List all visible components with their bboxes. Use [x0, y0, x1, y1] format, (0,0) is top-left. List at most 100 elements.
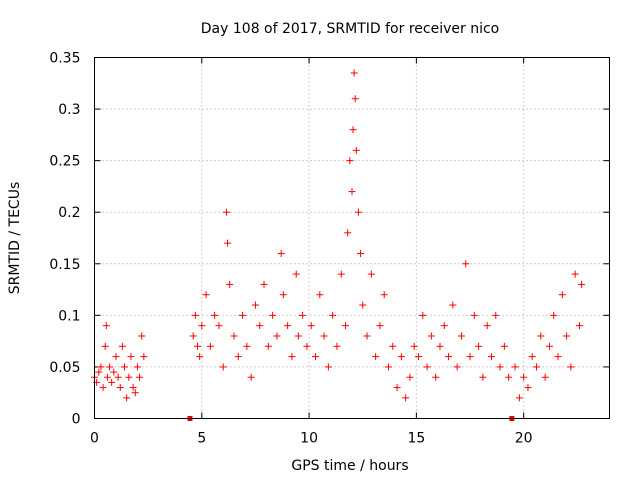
data-point: [196, 353, 204, 361]
data-point: [136, 373, 144, 381]
x-tick-label: 15: [407, 431, 425, 447]
y-tick-label: 0.15: [49, 257, 80, 273]
data-point: [320, 332, 328, 340]
data-point: [528, 353, 536, 361]
data-point: [125, 373, 133, 381]
data-point: [97, 363, 105, 371]
data-point: [333, 342, 341, 350]
data-point: [106, 363, 114, 371]
data-point: [273, 332, 281, 340]
data-point: [234, 353, 242, 361]
data-point: [492, 311, 500, 319]
data-point: [279, 291, 287, 299]
data-point: [567, 363, 575, 371]
data-point: [479, 373, 487, 381]
data-point: [410, 342, 418, 350]
axis-ticks: [94, 57, 610, 419]
x-tick-label: 0: [90, 431, 99, 447]
x-tick-label: 10: [300, 431, 318, 447]
data-point: [520, 373, 528, 381]
data-point: [436, 342, 444, 350]
y-tick-label: 0.25: [49, 154, 80, 170]
data-point: [222, 208, 230, 216]
data-point: [230, 332, 238, 340]
data-point: [303, 342, 311, 350]
grid-lines: [94, 57, 610, 419]
data-point: [312, 353, 320, 361]
data-point: [449, 301, 457, 309]
data-point: [292, 270, 300, 278]
data-point: [329, 311, 337, 319]
data-point: [406, 373, 414, 381]
data-point: [112, 353, 120, 361]
data-point: [515, 394, 523, 402]
data-point: [351, 95, 359, 103]
data-point: [533, 363, 541, 371]
data-point: [140, 353, 148, 361]
data-point: [256, 322, 264, 330]
data-point: [352, 146, 360, 154]
data-point: [138, 332, 146, 340]
data-point: [397, 353, 405, 361]
data-point: [432, 373, 440, 381]
data-point: [487, 353, 495, 361]
data-point: [462, 260, 470, 268]
x-axis-label: GPS time / hours: [291, 458, 408, 474]
data-point: [211, 311, 219, 319]
data-point: [423, 363, 431, 371]
data-point: [575, 322, 583, 330]
data-point: [224, 239, 232, 247]
data-point: [350, 69, 358, 77]
data-point: [133, 363, 141, 371]
data-point: [427, 332, 435, 340]
data-point: [101, 342, 109, 350]
y-tick-labels: 0 0.05 0.1 0.15 0.2 0.25 0.3 0.35: [49, 51, 80, 428]
data-point: [393, 384, 401, 392]
data-point: [440, 322, 448, 330]
data-point: [349, 126, 357, 134]
data-point: [348, 188, 356, 196]
data-point: [359, 301, 367, 309]
data-point: [475, 342, 483, 350]
data-point: [363, 332, 371, 340]
y-tick-label: 0.05: [49, 360, 80, 376]
data-point: [131, 389, 139, 397]
data-point: [251, 301, 259, 309]
data-point: [239, 311, 247, 319]
data-point: [194, 342, 201, 350]
data-point: [453, 363, 461, 371]
data-point: [354, 208, 362, 216]
data-point: [95, 368, 103, 376]
x-tick-labels: 0 5 10 15 20: [90, 431, 533, 447]
data-point: [419, 311, 427, 319]
data-point: [324, 363, 332, 371]
data-point: [554, 353, 562, 361]
data-point: [376, 322, 384, 330]
y-tick-label: 0.35: [49, 51, 80, 67]
x-tick-label: 20: [515, 431, 533, 447]
data-point: [367, 270, 375, 278]
y-tick-label: 0.3: [58, 102, 80, 118]
data-point: [116, 384, 124, 392]
data-point: [372, 353, 380, 361]
data-point: [541, 373, 549, 381]
data-point: [563, 332, 571, 340]
plot-frame: [94, 57, 610, 419]
data-point: [307, 322, 315, 330]
data-point: [578, 280, 586, 288]
data-point: [243, 342, 251, 350]
data-point: [524, 384, 532, 392]
y-axis-label: SRMTID / TECUs: [7, 182, 23, 295]
data-point: [121, 363, 129, 371]
data-point: [545, 342, 553, 350]
data-point: [118, 342, 126, 350]
data-point: [99, 384, 107, 392]
data-point: [337, 270, 345, 278]
y-tick-label: 0: [72, 412, 81, 428]
data-point: [260, 280, 268, 288]
data-point: [191, 311, 199, 319]
data-point: [264, 342, 272, 350]
data-point: [269, 311, 277, 319]
chart-title: Day 108 of 2017, SRMTID for receiver nic…: [201, 21, 499, 37]
